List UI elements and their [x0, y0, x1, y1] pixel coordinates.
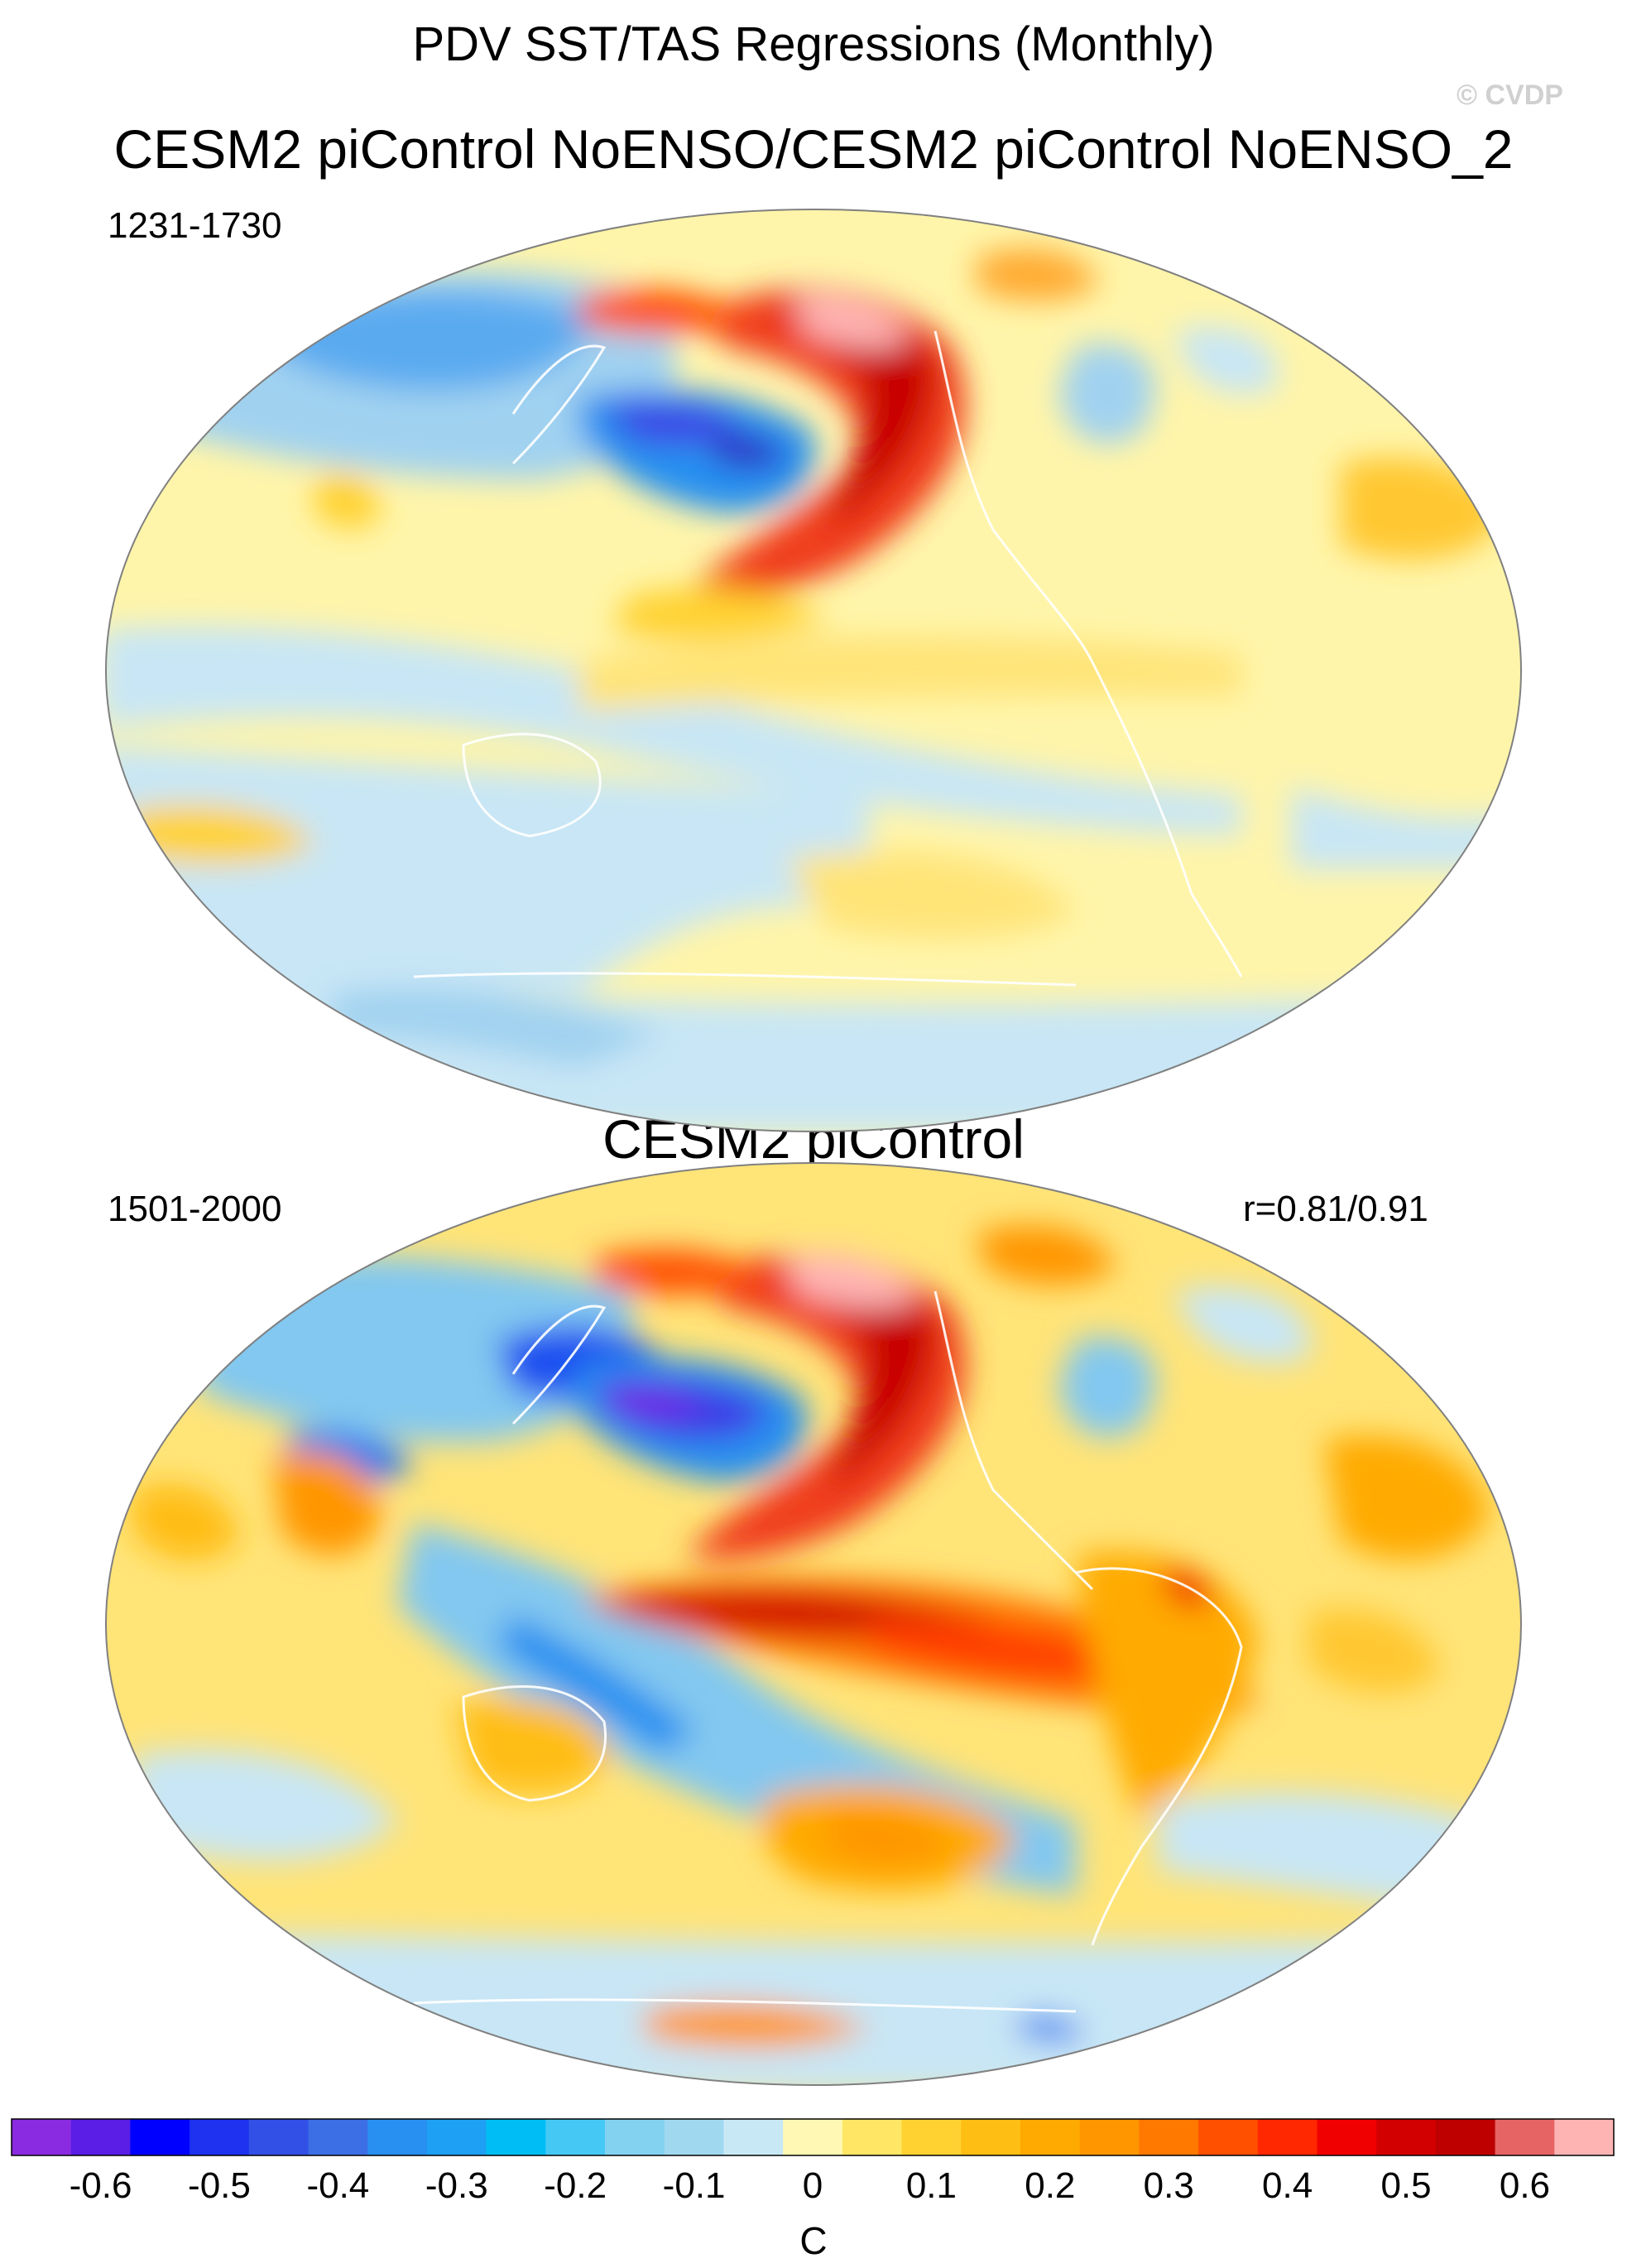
colorbar-units: C — [799, 2219, 828, 2262]
colorbar-swatch — [1257, 2119, 1317, 2155]
pdv-regression-map-1 — [105, 209, 1522, 1132]
colorbar — [11, 2118, 1615, 2156]
figure-title: PDV SST/TAS Regressions (Monthly) — [412, 17, 1215, 71]
colorbar-swatch — [1317, 2119, 1377, 2155]
colorbar-swatch — [70, 2119, 131, 2155]
colorbar-swatch — [130, 2119, 190, 2155]
colorbar-swatch — [664, 2119, 724, 2155]
colorbar-swatch — [426, 2119, 487, 2155]
colorbar-swatch — [545, 2119, 606, 2155]
colorbar-swatch — [1376, 2119, 1437, 2155]
colorbar-swatch — [1020, 2119, 1081, 2155]
colorbar-swatch — [783, 2119, 843, 2155]
colorbar-swatch — [1139, 2119, 1199, 2155]
colorbar-swatch — [248, 2119, 310, 2155]
cvdp-watermark: © CVDP — [1457, 79, 1563, 111]
colorbar-swatch — [1495, 2119, 1555, 2155]
colorbar-tick-label: -0.6 — [69, 2165, 132, 2206]
map1-border — [105, 209, 1522, 1132]
colorbar-tick-label: -0.4 — [306, 2165, 370, 2206]
colorbar-swatch — [12, 2119, 72, 2155]
colorbar-swatch — [1079, 2119, 1140, 2155]
map2-border — [105, 1162, 1522, 2086]
colorbar-tick-label: 0.6 — [1499, 2165, 1551, 2206]
colorbar-swatch — [1554, 2119, 1615, 2155]
colorbar-swatch — [308, 2119, 368, 2155]
colorbar-swatch — [486, 2119, 546, 2155]
colorbar-tick-label: 0.3 — [1143, 2165, 1194, 2206]
colorbar-swatch — [190, 2119, 250, 2155]
panel-1-period: 1231-1730 — [108, 205, 282, 246]
colorbar-swatch — [1435, 2119, 1496, 2155]
colorbar-swatch — [901, 2119, 962, 2155]
pdv-regression-map-2 — [105, 1162, 1522, 2086]
colorbar-swatch — [367, 2119, 428, 2155]
panel-2-correlation: r=0.81/0.91 — [1243, 1189, 1428, 1229]
colorbar-tick-label: 0 — [802, 2165, 823, 2206]
colorbar-swatch — [842, 2119, 903, 2155]
map2-coastlines — [413, 1290, 1243, 2013]
colorbar-swatch — [723, 2119, 784, 2155]
colorbar-swatch — [1198, 2119, 1259, 2155]
colorbar-tick-label: 0.1 — [905, 2165, 957, 2206]
colorbar-tick-label: -0.1 — [662, 2165, 726, 2206]
colorbar-tick-label: -0.3 — [425, 2165, 488, 2206]
colorbar-tick-label: -0.5 — [188, 2165, 251, 2206]
map1-coastlines — [413, 330, 1243, 987]
panel-2-period: 1501-2000 — [108, 1189, 282, 1229]
colorbar-tick-label: 0.5 — [1380, 2165, 1432, 2206]
panel-1-title: CESM2 piControl NoENSO/CESM2 piControl N… — [113, 118, 1514, 180]
colorbar-swatch — [605, 2119, 665, 2155]
colorbar-tick-label: 0.2 — [1025, 2165, 1076, 2206]
colorbar-outline — [11, 2118, 1615, 2156]
colorbar-tick-label: -0.2 — [544, 2165, 607, 2206]
colorbar-swatch — [961, 2119, 1021, 2155]
colorbar-tick-label: 0.4 — [1262, 2165, 1313, 2206]
